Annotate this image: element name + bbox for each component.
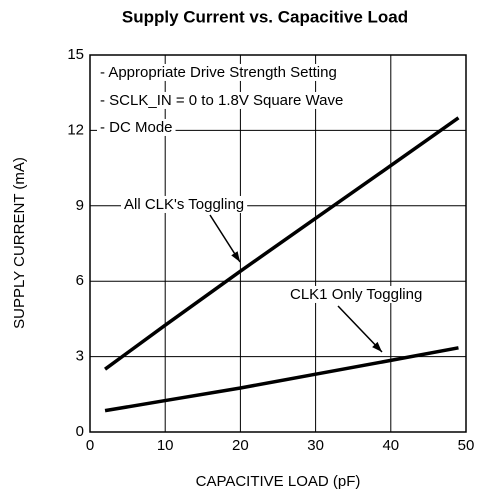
note: - SCLK_IN = 0 to 1.8V Square Wave [100, 92, 343, 109]
arrow-head [372, 341, 382, 352]
series-label-background [121, 195, 248, 213]
x-tick-label: 40 [382, 437, 399, 454]
series-line [104, 346, 459, 413]
series-label: All CLK's Toggling [124, 196, 244, 213]
chart-title: Supply Current vs. Capacitive Load [122, 7, 408, 26]
series-label: CLK1 Only Toggling [290, 286, 422, 303]
y-tick-label: 15 [67, 46, 84, 63]
note-background [97, 63, 340, 81]
y-tick-label: 3 [76, 348, 84, 365]
note-background [97, 118, 176, 136]
y-axis-label: SUPPLY CURRENT (mA) [11, 157, 28, 329]
y-tick-label: 9 [76, 197, 84, 214]
x-tick-label: 10 [157, 437, 174, 454]
note-background [97, 91, 347, 109]
y-tick-label: 12 [67, 121, 84, 138]
x-tick-label: 0 [86, 437, 94, 454]
series-label-background [287, 285, 426, 303]
y-tick-label: 0 [76, 423, 84, 440]
plot-frame [89, 54, 467, 433]
series-line [104, 116, 460, 371]
note: - DC Mode [100, 119, 173, 136]
x-tick-label: 30 [307, 437, 324, 454]
y-tick-label: 6 [76, 272, 84, 289]
x-axis-label: CAPACITIVE LOAD (pF) [196, 473, 361, 490]
arrow-head [231, 251, 240, 262]
arrow-shaft [337, 305, 383, 353]
note: - Appropriate Drive Strength Setting [100, 64, 337, 81]
x-tick-label: 20 [232, 437, 249, 454]
x-tick-label: 50 [458, 437, 475, 454]
